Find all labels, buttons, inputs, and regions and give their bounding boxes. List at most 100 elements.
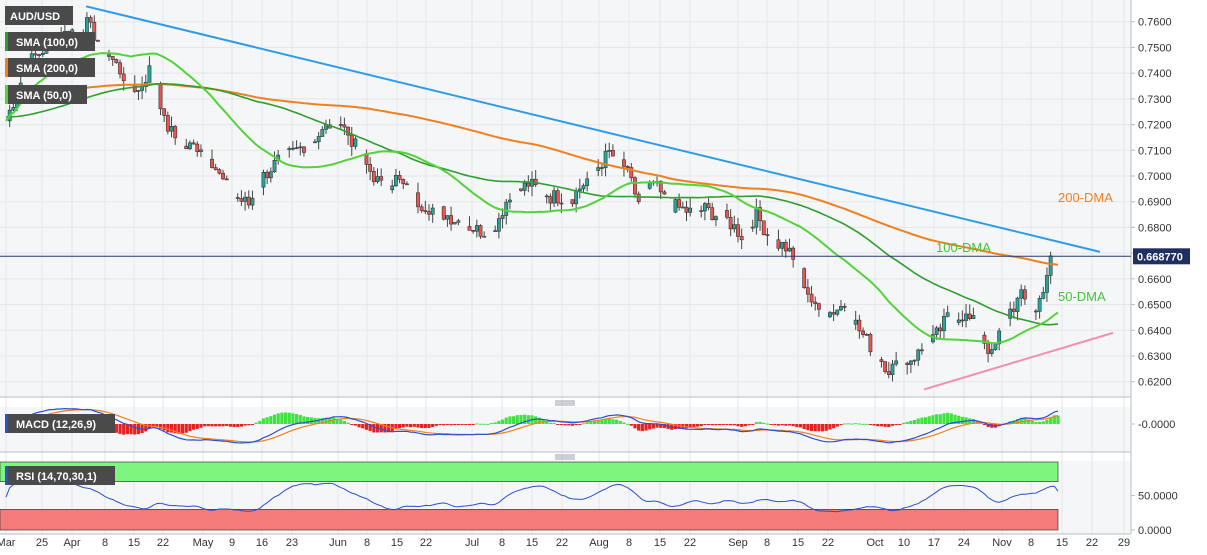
macd-histogram-bar: [254, 422, 258, 424]
macd-histogram-bar: [762, 422, 766, 424]
macd-histogram-bar: [651, 424, 655, 429]
macd-histogram-bar: [364, 424, 369, 430]
candle: [342, 124, 347, 128]
macd-histogram-bar: [633, 424, 637, 429]
macd-histogram-bar: [493, 422, 497, 424]
candle: [765, 234, 770, 236]
macd-histogram-bar: [206, 424, 210, 427]
rsi-pane-resize-handle[interactable]: [555, 454, 575, 460]
rsi-y-tick-label: 50.0000: [1138, 491, 1178, 503]
macd-histogram-bar: [361, 424, 365, 429]
macd-histogram-bar: [519, 415, 523, 424]
y-tick-label: 0.7100: [1138, 145, 1172, 157]
macd-histogram-bar: [188, 424, 192, 432]
candle: [423, 210, 428, 212]
candle: [368, 164, 373, 172]
candle: [754, 207, 759, 228]
candle: [596, 167, 601, 171]
x-tick-label: 22: [420, 537, 432, 549]
macd-histogram-bar: [140, 424, 144, 433]
macd-histogram-bar: [383, 424, 387, 433]
candle: [662, 191, 667, 195]
x-tick-label: Aug: [589, 537, 609, 549]
macd-histogram-bar: [828, 424, 832, 430]
macd-signal-line: [5, 409, 1059, 443]
macd-histogram-bar: [548, 422, 552, 424]
candle: [544, 195, 549, 198]
y-tick-label: 0.7500: [1138, 42, 1172, 54]
candle: [813, 301, 818, 304]
annotation-50-dma: 50-DMA: [1058, 289, 1106, 304]
candle: [121, 73, 126, 82]
candle: [235, 197, 240, 199]
macd-histogram-bar: [1038, 421, 1042, 424]
candle: [224, 178, 229, 181]
macd-histogram-bar: [857, 423, 861, 425]
legend-macd[interactable]: MACD (12,26,9): [5, 414, 115, 433]
macd-histogram-bar: [173, 424, 177, 434]
candle: [997, 330, 1002, 345]
candle: [581, 185, 586, 190]
candle: [504, 201, 509, 216]
macd-histogram-bar: [872, 424, 876, 426]
macd-histogram-bar: [706, 424, 711, 425]
legend-rsi[interactable]: RSI (14,70,30,1): [5, 466, 115, 485]
macd-histogram-bar: [655, 424, 659, 428]
rsi-line: [5, 479, 1059, 513]
candle: [213, 167, 218, 170]
candle: [1037, 298, 1042, 312]
macd-histogram-bar: [585, 422, 589, 424]
macd-histogram-bar: [239, 424, 244, 427]
macd-pane-resize-handle[interactable]: [555, 400, 575, 406]
macd-histogram-bar: [523, 414, 527, 424]
macd-histogram-bar: [453, 424, 457, 426]
candle: [349, 134, 354, 147]
macd-histogram-bar: [901, 422, 906, 424]
macd-histogram-bar: [865, 423, 869, 425]
macd-histogram-bar: [309, 417, 313, 424]
macd-histogram-bar: [394, 424, 398, 430]
macd-histogram-bar: [232, 424, 236, 428]
candle: [577, 188, 582, 192]
macd-histogram-bar: [258, 420, 262, 424]
candle: [467, 226, 472, 231]
macd-histogram-bar: [442, 424, 446, 426]
macd-histogram-bar: [780, 424, 784, 426]
candle: [298, 146, 303, 149]
macd-histogram-bar: [1049, 417, 1053, 424]
macd-histogram-bar: [434, 424, 438, 426]
candle: [441, 206, 446, 220]
x-tick-label: Apr: [63, 537, 80, 549]
macd-histogram-bar: [276, 413, 280, 424]
macd-histogram-bar: [581, 423, 586, 425]
macd-histogram-bar: [342, 420, 347, 424]
legend-sma-200[interactable]: SMA (200,0): [5, 58, 95, 77]
macd-histogram-bar: [839, 424, 843, 425]
macd-histogram-bar: [615, 419, 619, 424]
y-tick-label: 0.6800: [1138, 222, 1172, 234]
macd-histogram-bar: [497, 420, 501, 424]
x-tick-label: Oct: [866, 537, 883, 549]
macd-histogram-bar: [272, 414, 277, 424]
x-tick-label: 22: [684, 537, 696, 549]
legend-sma-50[interactable]: SMA (50,0): [5, 85, 87, 104]
macd-histogram-bar: [508, 416, 512, 424]
candle: [96, 40, 100, 42]
macd-histogram-bar: [280, 412, 284, 424]
candle: [482, 235, 487, 238]
macd-histogram-bar: [512, 416, 516, 424]
legend-sma-100[interactable]: SMA (100,0): [5, 32, 95, 51]
candle: [162, 108, 167, 116]
candle: [394, 175, 398, 187]
candle: [688, 207, 693, 213]
candle: [405, 183, 409, 186]
macd-histogram-bar: [740, 424, 744, 427]
candle: [725, 210, 729, 218]
macd-histogram-bar: [846, 423, 850, 425]
macd-histogram-bar: [144, 424, 148, 432]
macd-histogram-bar: [166, 424, 170, 433]
x-tick-label: 9: [229, 537, 235, 549]
candle: [552, 190, 556, 204]
candle: [239, 198, 244, 202]
